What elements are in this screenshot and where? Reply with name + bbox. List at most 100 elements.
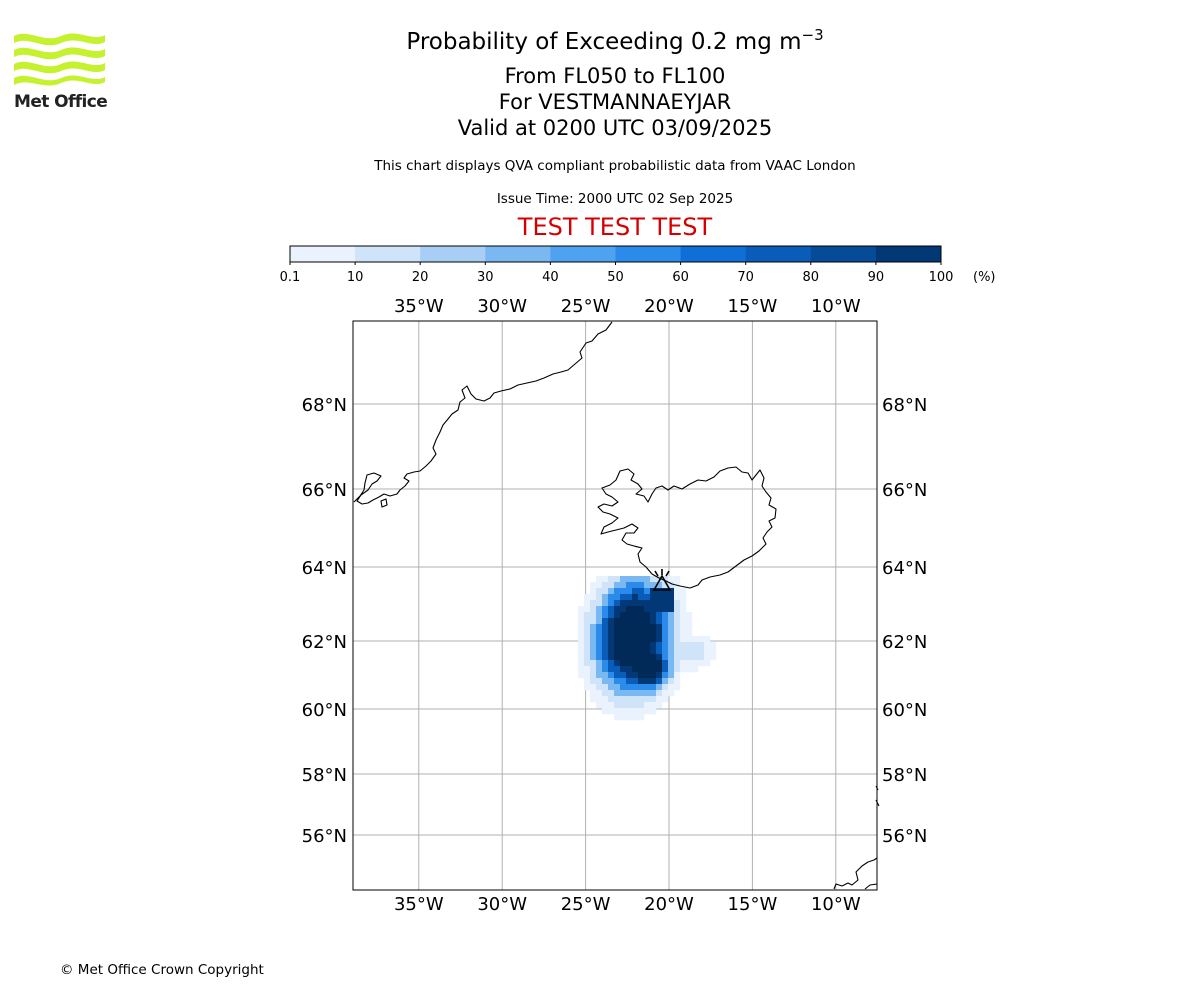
probability-cell xyxy=(578,618,585,625)
probability-cell xyxy=(668,594,675,601)
colorbar-tick-label: 10 xyxy=(346,270,364,285)
probability-cell xyxy=(692,648,699,655)
probability-cell xyxy=(608,660,615,667)
probability-cell xyxy=(680,648,687,655)
probability-cell xyxy=(590,630,597,637)
probability-cell xyxy=(650,696,657,703)
probability-cell xyxy=(590,594,597,601)
probability-cell xyxy=(662,666,669,673)
probability-cell xyxy=(620,582,627,589)
probability-cell xyxy=(674,618,681,625)
probability-cell xyxy=(638,678,645,685)
probability-cell xyxy=(650,648,657,655)
probability-cell xyxy=(596,630,603,637)
probability-cell xyxy=(668,624,675,631)
probability-cell xyxy=(644,582,651,589)
probability-cell xyxy=(614,708,621,715)
probability-cell xyxy=(626,642,633,649)
colorbar-segment xyxy=(875,246,942,262)
probability-cell xyxy=(614,684,621,691)
lat-label-left: 64°N xyxy=(302,558,347,579)
probability-cell xyxy=(704,636,711,643)
probability-cell xyxy=(632,696,639,703)
probability-cell xyxy=(656,690,663,697)
probability-cell xyxy=(638,576,645,583)
probability-cell xyxy=(590,696,597,703)
probability-cell xyxy=(644,588,651,595)
probability-cell xyxy=(668,672,675,679)
probability-cell xyxy=(626,696,633,703)
probability-cell xyxy=(632,702,639,709)
probability-cell xyxy=(584,630,591,637)
scotland-coastline xyxy=(833,857,878,890)
probability-cell xyxy=(596,642,603,649)
probability-cell xyxy=(620,702,627,709)
test-banner: TEST TEST TEST xyxy=(517,213,713,241)
probability-cell xyxy=(620,666,627,673)
probability-cell xyxy=(680,654,687,661)
probability-cell xyxy=(620,642,627,649)
probability-cell xyxy=(626,654,633,661)
lat-label-left: 62°N xyxy=(302,632,347,653)
probability-cell xyxy=(662,606,669,613)
probability-cell xyxy=(626,582,633,589)
probability-cell xyxy=(584,594,591,601)
probability-cell xyxy=(644,576,651,583)
probability-cell xyxy=(662,696,669,703)
probability-cell xyxy=(578,630,585,637)
probability-cell xyxy=(638,684,645,691)
probability-cell xyxy=(644,612,651,619)
lat-label-right: 58°N xyxy=(882,765,927,786)
probability-cell xyxy=(590,606,597,613)
probability-cell xyxy=(602,660,609,667)
colorbar-segment xyxy=(810,246,877,262)
probability-cell xyxy=(680,660,687,667)
probability-cell xyxy=(686,648,693,655)
probability-cell xyxy=(602,642,609,649)
probability-cell xyxy=(662,594,669,601)
probability-cell xyxy=(590,588,597,595)
probability-cell xyxy=(620,600,627,607)
probability-cell xyxy=(668,690,675,697)
probability-cell xyxy=(668,660,675,667)
colorbar-segment xyxy=(290,246,356,262)
probability-cell xyxy=(656,702,663,709)
probability-cell xyxy=(668,678,675,685)
probability-cell xyxy=(656,684,663,691)
probability-cell xyxy=(584,600,591,607)
probability-cell xyxy=(620,606,627,613)
probability-cell xyxy=(668,666,675,673)
probability-cell xyxy=(662,582,669,589)
lon-label-bottom: 35°W xyxy=(394,894,444,915)
probability-cell xyxy=(626,648,633,655)
probability-cell xyxy=(710,654,717,661)
probability-cell xyxy=(686,636,693,643)
probability-cell xyxy=(692,660,699,667)
lon-label-top: 35°W xyxy=(394,296,444,317)
probability-cell xyxy=(578,672,585,679)
probability-cell xyxy=(674,630,681,637)
probability-cell xyxy=(644,708,651,715)
probability-cell xyxy=(596,582,603,589)
probability-cell xyxy=(632,654,639,661)
probability-cell xyxy=(620,618,627,625)
probability-cell xyxy=(620,576,627,583)
colorbar-tick-label: 40 xyxy=(542,270,559,285)
probability-cell xyxy=(668,576,675,583)
probability-cell xyxy=(638,630,645,637)
probability-cell xyxy=(584,666,591,673)
probability-cell xyxy=(614,594,621,601)
chart-title: Probability of Exceeding 0.2 mg m−3 xyxy=(406,26,824,55)
map-axis-labels: 35°W 35°W 30°W 30°W 25°W 25°W 20°W 20°W 15°W 15°W… xyxy=(302,296,928,915)
probability-cell xyxy=(644,702,651,709)
lon-label-top: 15°W xyxy=(728,296,778,317)
probability-cell xyxy=(614,630,621,637)
probability-cell xyxy=(656,672,663,679)
probability-cell xyxy=(704,660,711,667)
probability-cell xyxy=(584,660,591,667)
probability-cell xyxy=(680,612,687,619)
probability-cell xyxy=(596,648,603,655)
probability-cell xyxy=(638,696,645,703)
probability-cell xyxy=(656,594,663,601)
